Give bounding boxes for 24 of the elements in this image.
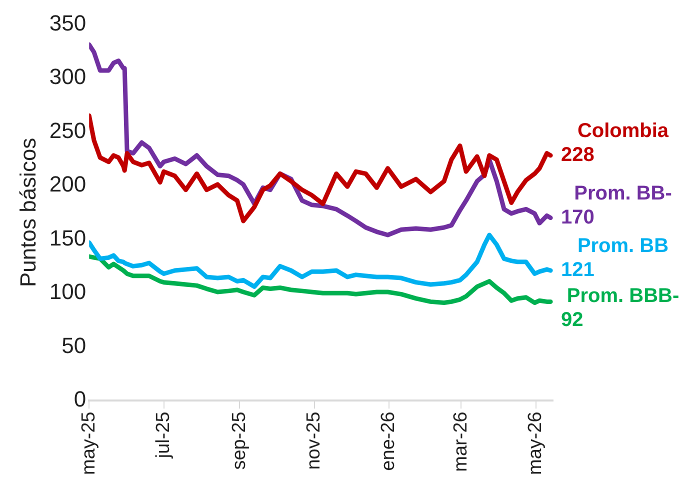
- series-label: Colombia: [577, 120, 670, 142]
- x-tick-label: nov-25: [304, 412, 325, 470]
- y-tick-label: 350: [49, 10, 86, 36]
- series-label: Prom. BBB-: [566, 285, 680, 308]
- y-tick-label: 300: [49, 64, 86, 90]
- x-tick-label: jul-25: [153, 412, 174, 460]
- data-label: 170: [561, 206, 594, 228]
- x-tick-label: may-26: [525, 412, 546, 476]
- series-label: Prom. BB-: [574, 182, 672, 204]
- y-tick-label: 250: [49, 118, 86, 143]
- x-tick-label: may-25: [78, 412, 100, 476]
- y-tick-label: 100: [49, 279, 86, 304]
- y-tick-label: 0: [74, 386, 86, 412]
- x-tick-label: ene-26: [378, 412, 400, 471]
- data-label: 92: [561, 309, 584, 332]
- y-tick-label: 150: [49, 225, 86, 250]
- x-tick-label: mar-26: [450, 412, 472, 472]
- y-tick-label: 50: [62, 332, 86, 358]
- x-tick-label: sep-25: [228, 412, 250, 470]
- data-label: 121: [561, 259, 594, 282]
- y-axis-title: Puntos básicos: [15, 138, 40, 288]
- data-label: 228: [561, 144, 594, 166]
- y-tick-label: 200: [49, 172, 86, 197]
- series-label: Prom. BB: [577, 235, 669, 258]
